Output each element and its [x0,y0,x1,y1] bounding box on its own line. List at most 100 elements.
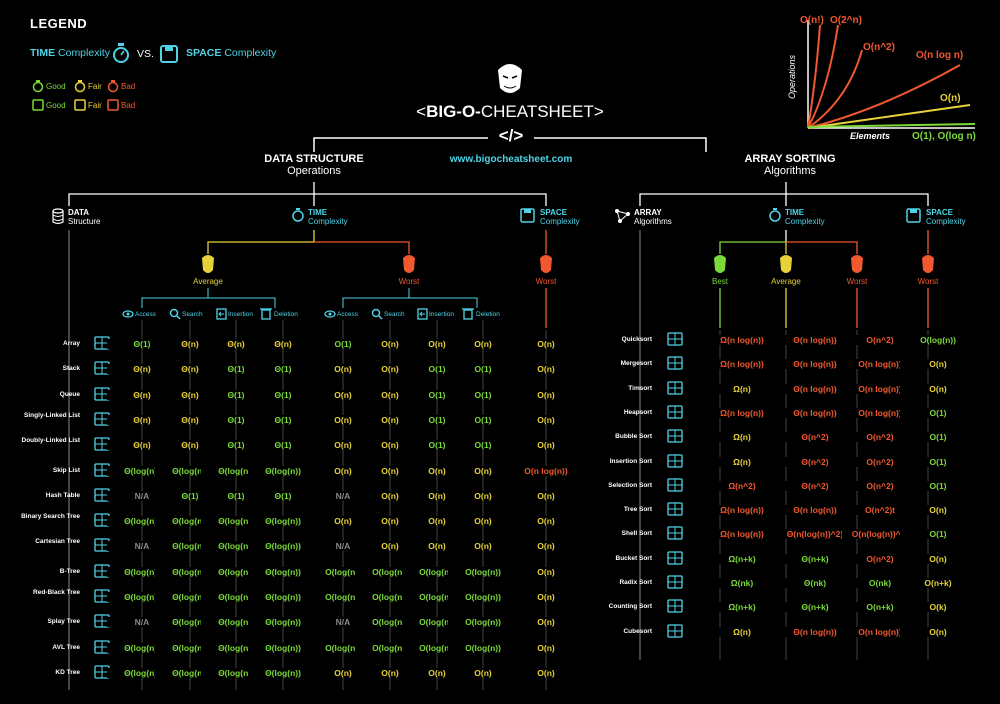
ds-col-data-sub: Structure [68,217,101,226]
ds-cell: O(1) [448,440,518,451]
ds-row-label: Binary Search Tree [21,513,80,521]
ds-cell: O(log(n)) [402,566,472,577]
ds-section-title: DATA STRUCTURE [264,153,364,165]
legend-title: LEGEND [30,16,88,31]
sort-cell: Θ(n log(n)) [777,407,853,418]
sort-cell: O(n) [900,383,976,394]
mask-worst-icon-sortspace [922,255,934,273]
sort-col-space-sub: Complexity [926,217,966,226]
floppy-icon-sort [906,208,921,223]
sort-col-time-sub: Complexity [785,217,825,226]
graph-y-label: Operations [787,54,797,100]
sort-row-label: Radix Sort [619,579,652,586]
ds-row-label: Queue [59,390,80,398]
mask-worst-icon-ds [403,255,415,273]
ds-cell: Θ(log(n)) [248,516,318,527]
sort-cell: O(1) [900,529,976,540]
sort-row-label: Bubble Sort [615,433,652,441]
curve-nlogn [807,64,961,129]
sort-cell: Ω(n) [704,626,780,637]
ds-cell: N/A [308,617,378,628]
ds-col-data: DATA Structure [68,208,100,226]
ds-cell: O(1) [402,389,472,400]
array-nodes-icon [615,209,630,223]
ds-cell: O(n) [308,465,378,476]
legend-time-word: TIME [30,47,56,59]
ds-cell: O(n) [511,339,581,349]
sort-cell: O(n) [900,505,976,516]
legend-vs: VS. [137,48,154,60]
sort-algorithm-icon [667,429,683,443]
ds-cell: Θ(log(n)) [107,667,177,678]
ds-cell: O(1) [448,364,518,375]
insert-icon-worst [417,308,428,320]
ds-row-label: KD Tree [55,668,80,676]
ds-row-label: Array [63,340,80,347]
sort-row-label: Bucket Sort [615,554,652,562]
mask-best-icon-sort [714,255,726,273]
sort-cell: O(n) [900,626,976,637]
ds-cell: Θ(1) [248,490,318,501]
ds-space-worst-label: Worst [535,277,557,286]
ds-cell: O(n) [402,490,472,501]
ds-cell: N/A [308,541,378,552]
search-icon-worst [371,308,383,320]
ds-cell: O(n) [448,667,518,678]
sort-cell: Θ(n^2) [777,432,853,443]
graph-label-factorial: O(n!) [800,15,824,26]
sort-col-array: ARRAY Algorithms [634,208,672,226]
ds-cell: Θ(log(n)) [248,566,318,577]
sort-cell: Θ(n(log(n))^2) [777,529,853,540]
ds-col-space-sub: Complexity [540,217,580,226]
sort-cell: Θ(n+k) [777,602,853,613]
sort-col-array-bold: ARRAY [634,208,662,217]
ds-cell: O(n) [511,566,581,577]
sort-best-label: Best [711,277,728,286]
sort-cell: O(1) [900,407,976,418]
ds-cell: O(n) [308,516,378,527]
ds-cell: Θ(log(n)) [155,541,225,552]
ds-cell: Θ(log(n)) [155,592,225,602]
ds-row-label: Cartesian Tree [35,538,80,546]
ds-cell: O(n) [511,592,581,602]
ds-cell: Θ(log(n)) [155,465,225,476]
graph-label-const: O(1), O(log n) [912,131,976,142]
stopwatch-icon-ds [292,208,304,222]
sort-col-array-sub: Algorithms [634,217,672,226]
ds-cell: O(n) [511,617,581,628]
legend-space-suffix: Complexity [224,47,277,59]
trash-icon-worst [462,308,474,320]
sort-cell: O(n log(n)) [842,626,918,637]
op-deletion-avg: Deletion [274,311,298,318]
ds-cell: O(log(n)) [355,566,425,577]
ds-cell: Θ(1) [248,389,318,400]
curve-quadratic [807,49,863,129]
sort-algorithm-icon [667,405,683,419]
ds-average-label: Average [193,277,223,286]
sort-col-time: TIME Complexity [785,208,825,226]
legend-fair-space: Fair [88,101,102,110]
sort-cell: O(n^2) [842,553,918,564]
ds-cell: Θ(log(n)) [248,667,318,678]
ds-worst-label: Worst [398,277,420,286]
ds-cell: Θ(log(n)) [201,592,271,602]
ds-cell: O(log(n)) [448,592,518,602]
code-symbol: </> [498,126,524,145]
legend-bad-time: Bad [121,82,136,91]
ds-cell: Θ(log(n)) [201,642,271,653]
title-rest: CHEATSHEET [480,102,594,121]
sort-row-label: Mergesort [620,360,652,368]
mask-worst-icon-sort [851,255,863,273]
ds-cell: Θ(log(n)) [155,617,225,628]
ds-cell: Θ(log(n)) [107,516,177,527]
ds-cell: O(n) [355,541,425,552]
ds-cell: Θ(n) [201,339,271,349]
ds-cell: Θ(log(n)) [201,465,271,476]
ds-cell: O(n) [402,465,472,476]
ds-cell: Θ(log(n)) [248,642,318,653]
ds-row-label: AVL Tree [52,643,80,651]
sort-average-label: Average [771,277,801,286]
site-url[interactable]: www.bigocheatsheet.com [449,154,573,165]
sort-cell: Ω(n log(n)) [704,529,780,540]
ds-col-data-bold: DATA [68,208,90,217]
